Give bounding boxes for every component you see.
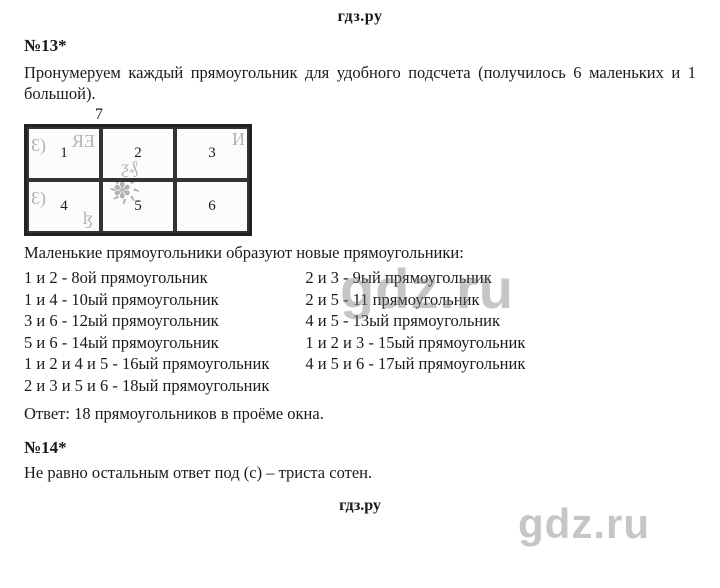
cell-4: Ɛ) ɮ 4 xyxy=(27,180,101,233)
left-column: 1 и 2 - 8ой прямоугольник 1 и 4 - 10ый п… xyxy=(24,267,269,396)
cell-2: ƺ₰ 2 xyxy=(101,127,175,180)
combo-line: 2 и 3 - 9ый прямоугольник xyxy=(305,267,525,288)
combo-line: 2 и 5 - 11 прямоугольник xyxy=(305,289,525,310)
combo-line: 1 и 2 и 3 - 15ый прямоугольник xyxy=(305,332,525,353)
window-diagram: Ɛ) ЯƎ 1 ƺ₰ 2 И 3 Ɛ) ɮ 4 ✽҉ 5 6 xyxy=(24,124,252,236)
cell-2-num: 2 xyxy=(134,145,142,162)
cell-6: 6 xyxy=(175,180,249,233)
combo-line: 4 и 5 и 6 - 17ый прямоугольник xyxy=(305,353,525,374)
combo-line: 1 и 4 - 10ый прямоугольник xyxy=(24,289,269,310)
cell-5: ✽҉ 5 xyxy=(101,180,175,233)
cell-4-num: 4 xyxy=(60,198,68,215)
header-brand: гдз.ру xyxy=(24,8,696,26)
combo-line: 5 и 6 - 14ый прямоугольник xyxy=(24,332,269,353)
combo-line: 4 и 5 - 13ый прямоугольник xyxy=(305,310,525,331)
cell-3-num: 3 xyxy=(208,145,216,162)
task-14: №14* Не равно остальным ответ под (с) – … xyxy=(24,438,696,483)
task-13-number: №13* xyxy=(24,36,696,56)
cell-3: И 3 xyxy=(175,127,249,180)
combo-line: 3 и 6 - 12ый прямоугольник xyxy=(24,310,269,331)
task-13-answer: Ответ: 18 прямоугольников в проёме окна. xyxy=(24,404,696,424)
cell-1-num: 1 xyxy=(60,145,68,162)
task-13-intro: Пронумеруем каждый прямоугольник для удо… xyxy=(24,62,696,104)
cell-5-num: 5 xyxy=(134,198,142,215)
footer-brand: гдз.ру xyxy=(24,497,696,515)
combo-line: 2 и 3 и 5 и 6 - 18ый прямоугольник xyxy=(24,375,269,396)
task-14-text: Не равно остальным ответ под (с) – трист… xyxy=(24,462,696,483)
cell-1: Ɛ) ЯƎ 1 xyxy=(27,127,101,180)
window-diagram-wrap: 7 Ɛ) ЯƎ 1 ƺ₰ 2 И 3 Ɛ) ɮ 4 ✽҉ 5 xyxy=(24,106,254,236)
task-13-subtitle: Маленькие прямоугольники образуют новые … xyxy=(24,242,696,263)
right-column: 2 и 3 - 9ый прямоугольник 2 и 5 - 11 пря… xyxy=(305,267,525,396)
combo-line: 1 и 2 и 4 и 5 - 16ый прямоугольник xyxy=(24,353,269,374)
task-13: №13* Пронумеруем каждый прямоугольник дл… xyxy=(24,36,696,424)
combo-line: 1 и 2 - 8ой прямоугольник xyxy=(24,267,269,288)
outer-rectangle-label: 7 xyxy=(0,106,214,124)
combinations-columns: 1 и 2 - 8ой прямоугольник 1 и 4 - 10ый п… xyxy=(24,267,696,396)
task-14-number: №14* xyxy=(24,438,696,458)
cell-6-num: 6 xyxy=(208,198,216,215)
